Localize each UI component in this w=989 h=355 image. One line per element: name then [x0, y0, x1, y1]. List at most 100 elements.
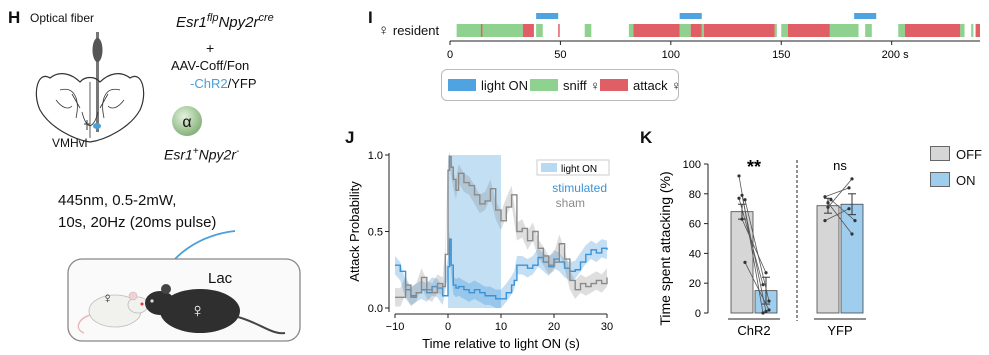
sniff-bout-8 — [829, 24, 859, 37]
pair-line-YFP-1 — [827, 178, 853, 208]
light-on-shading — [448, 155, 501, 308]
j-ytick-label-1: 0.5 — [368, 227, 383, 239]
pair-off-dot-ChR2-4 — [740, 217, 744, 221]
raster-tick-label-0: 0 — [447, 49, 453, 61]
legend-attack: attack ♀ — [600, 78, 681, 93]
light-on-bar-1 — [679, 13, 702, 19]
pair-off-dot-YFP-2 — [829, 198, 833, 202]
stim-params-line2: 10s, 20Hz (20ms pulse) — [58, 214, 217, 231]
j-y-axis-label: Attack Probability — [347, 181, 362, 282]
panel-letter-j: J — [345, 128, 355, 147]
pair-off-dot-ChR2-0 — [737, 174, 741, 178]
k-group-label-YFP: YFP — [827, 323, 852, 338]
cage-illustration: ♀ ♀ Lac — [67, 230, 301, 342]
raster-tick-label-1: 50 — [554, 49, 566, 61]
k-y-axis-label: Time spent attacking (%) — [657, 171, 673, 325]
k-ytick-label-1: 20 — [689, 278, 701, 290]
plus-sign: + — [206, 40, 215, 56]
attack-bout-0 — [522, 24, 534, 37]
legend-off: OFF — [930, 146, 982, 162]
attack-bout-1 — [633, 24, 680, 37]
pair-off-dot-YFP-4 — [826, 201, 830, 205]
vmhvl-target — [93, 123, 101, 129]
attack-mark-1 — [558, 24, 560, 37]
legend-light-on: light ON — [448, 78, 528, 93]
behavior-raster: 0 50 100 150 200 s — [447, 13, 980, 61]
attack-mark-0 — [480, 24, 483, 37]
k-sig-ChR2: ** — [747, 157, 761, 177]
pair-on-dot-ChR2-5 — [767, 308, 771, 312]
pair-off-dot-YFP-0 — [823, 195, 827, 199]
sniff-bout-2 — [584, 24, 592, 37]
attack-bout-4 — [787, 24, 830, 37]
pair-off-dot-YFP-3 — [823, 219, 827, 223]
light-on-bar-0 — [536, 13, 559, 19]
attack-bout-3 — [703, 24, 775, 37]
intruder-female-symbol: ♀ — [102, 290, 113, 307]
pair-off-dot-ChR2-5 — [743, 260, 747, 264]
pair-on-dot-YFP-4 — [850, 232, 854, 236]
brain-section-diagram — [35, 32, 145, 143]
j-ytick-label-0: 0.0 — [368, 303, 383, 315]
pair-on-dot-ChR2-2 — [767, 299, 771, 303]
raster-tick-label-2: 100 — [662, 49, 680, 61]
alpha-symbol: α — [182, 114, 191, 131]
j-ytick-label-2: 1.0 — [368, 150, 383, 162]
alpha-neuron-icon: α — [172, 106, 202, 136]
legend-sniff: sniff ♀ — [530, 78, 600, 93]
k-ytick-label-0: 0 — [695, 308, 701, 320]
brain-outline — [35, 73, 145, 143]
pair-off-dot-YFP-1 — [826, 205, 830, 209]
pair-line-ChR2-4 — [741, 218, 767, 273]
pair-on-dot-YFP-1 — [850, 177, 854, 181]
sniff-bout-12 — [971, 24, 974, 37]
virus-construct: -ChR2/YFP — [190, 76, 257, 91]
pair-on-dot-ChR2-3 — [761, 283, 765, 287]
j-x-axis-label: Time relative to light ON (s) — [422, 336, 580, 351]
pair-line-ChR2-2 — [744, 199, 770, 302]
lac-label: Lac — [208, 270, 233, 287]
attack-time-bar-chart: 0 20 40 60 80 100 Time spent attacking (%) ChR2… — [657, 157, 866, 338]
k-ytick-label-4: 80 — [689, 189, 701, 201]
k-sig-YFP: ns — [833, 158, 847, 173]
intruder-female-mouse: ♀ — [77, 290, 149, 334]
attack-bout-5 — [904, 24, 961, 37]
pair-on-dot-YFP-3 — [847, 207, 851, 211]
k-ytick-label-5: 100 — [683, 159, 701, 171]
cell-type-label: Esr1+Npy2r- — [164, 146, 240, 163]
pair-on-dot-YFP-0 — [847, 186, 851, 190]
j-legend-stimulated: stimulated — [552, 181, 607, 195]
j-xtick-label-4: 30 — [601, 321, 613, 333]
sniff-bout-1 — [536, 24, 543, 37]
attack-bout-2 — [690, 24, 702, 37]
resident-row-label: ♀ resident — [378, 22, 440, 39]
bar-YFP-OFF — [816, 205, 840, 314]
bar-ChR2-OFF — [730, 211, 754, 314]
panel-letter-h: H — [8, 8, 21, 27]
j-legend-swatch — [541, 163, 557, 172]
pair-line-YFP-4 — [827, 202, 853, 235]
vmhvl-label: VMHvl — [52, 136, 88, 150]
pair-off-dot-ChR2-3 — [737, 196, 741, 200]
pair-line-YFP-2 — [830, 199, 856, 221]
j-legend-sham: sham — [556, 196, 585, 210]
pair-on-dot-ChR2-4 — [764, 271, 768, 275]
pair-off-dot-ChR2-2 — [743, 198, 747, 202]
raster-tick-label-4: 200 s — [882, 49, 909, 61]
attack-bout-6 — [975, 24, 980, 37]
k-group-label-ChR2: ChR2 — [737, 323, 770, 338]
sniff-bout-10 — [898, 24, 905, 37]
resident-female-mouse: ♀ — [145, 284, 286, 335]
series-line-sham — [395, 155, 608, 298]
mouse-line-label: Esr1flpNpy2rcre — [176, 12, 274, 31]
pair-on-dot-YFP-2 — [853, 219, 857, 223]
series-band-stimulated — [395, 229, 607, 308]
optical-fiber-tip — [92, 38, 103, 62]
light-on-bar-2 — [854, 13, 877, 19]
virus-name: AAV-Coff/Fon — [171, 58, 250, 73]
resident-female-symbol: ♀ — [190, 300, 205, 322]
j-xtick-label-0: −10 — [386, 321, 405, 333]
sniff-bout-7 — [781, 24, 788, 37]
optical-fiber-label: Optical fiber — [30, 11, 95, 25]
sniff-bout-6 — [774, 24, 777, 37]
